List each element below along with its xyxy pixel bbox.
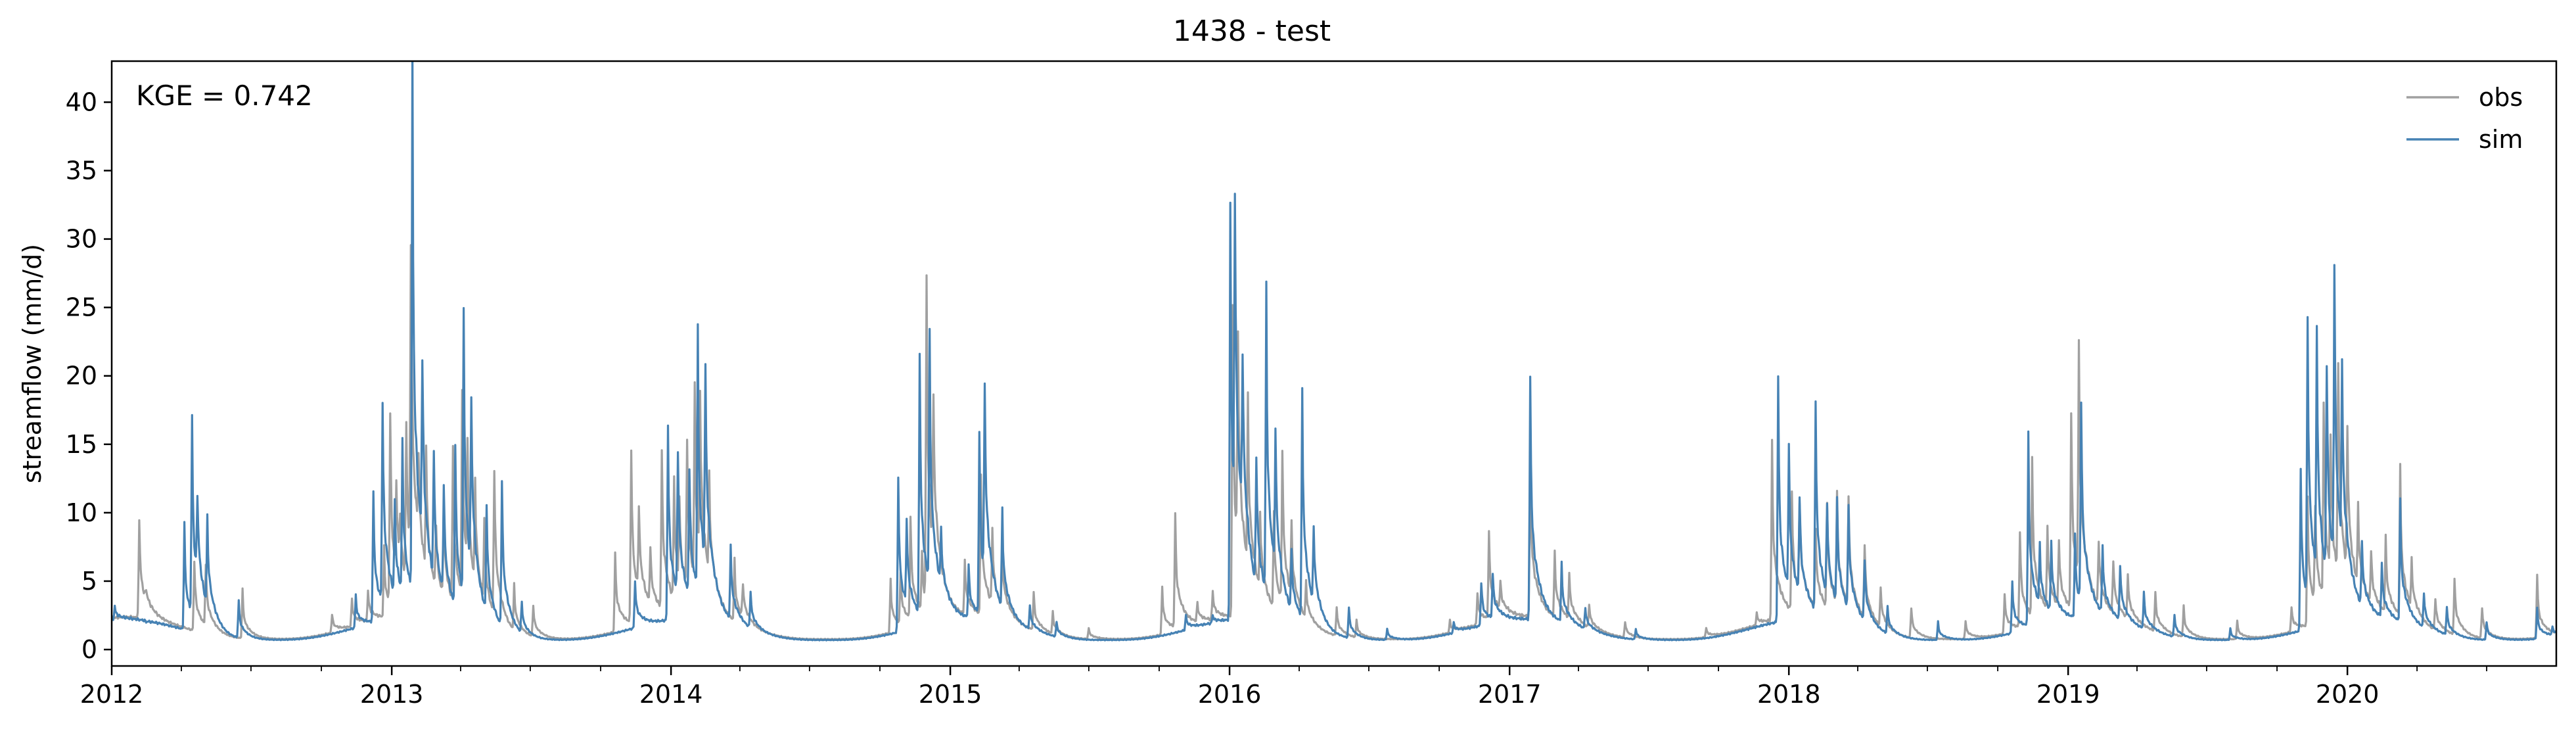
x-tick-label: 2016 xyxy=(1198,680,1262,709)
series-line-obs xyxy=(112,244,2556,641)
y-tick-label: 35 xyxy=(66,156,97,185)
kge-annotation: KGE = 0.742 xyxy=(136,80,313,112)
y-tick-label: 15 xyxy=(66,430,97,459)
plot-frame xyxy=(110,60,2558,667)
y-axis-label: streamflow (mm/d) xyxy=(18,244,47,483)
y-tick-label: 25 xyxy=(66,293,97,322)
y-tick-label: 0 xyxy=(81,635,97,664)
chart-title: 1438 - test xyxy=(1173,14,1331,48)
legend-label-sim: sim xyxy=(2479,125,2523,154)
y-tick-label: 20 xyxy=(66,362,97,391)
x-tick-label: 2015 xyxy=(919,680,982,709)
x-tick-label: 2012 xyxy=(80,680,144,709)
y-tick-label: 5 xyxy=(81,567,97,596)
y-tick-label: 40 xyxy=(66,87,97,116)
y-axis: 0 5 10 15 20 25 30 35 40 xyxy=(66,87,112,664)
x-tick-label: 2019 xyxy=(2036,680,2100,709)
legend-label-obs: obs xyxy=(2479,83,2523,112)
x-tick-label: 2018 xyxy=(1757,680,1821,709)
legend: obs sim xyxy=(2406,83,2523,154)
x-tick-label: 2017 xyxy=(1478,680,1542,709)
x-tick-label: 2013 xyxy=(360,680,424,709)
x-axis: 2012 2013 2014 2015 2016 2017 2018 2019 2020 xyxy=(80,666,2487,709)
x-tick-label: 2014 xyxy=(639,680,703,709)
y-tick-label: 30 xyxy=(66,225,97,254)
x-tick-label: 2020 xyxy=(2316,680,2380,709)
series-layer xyxy=(112,61,2556,642)
series-line-sim xyxy=(112,61,2556,642)
y-tick-label: 10 xyxy=(66,498,97,527)
